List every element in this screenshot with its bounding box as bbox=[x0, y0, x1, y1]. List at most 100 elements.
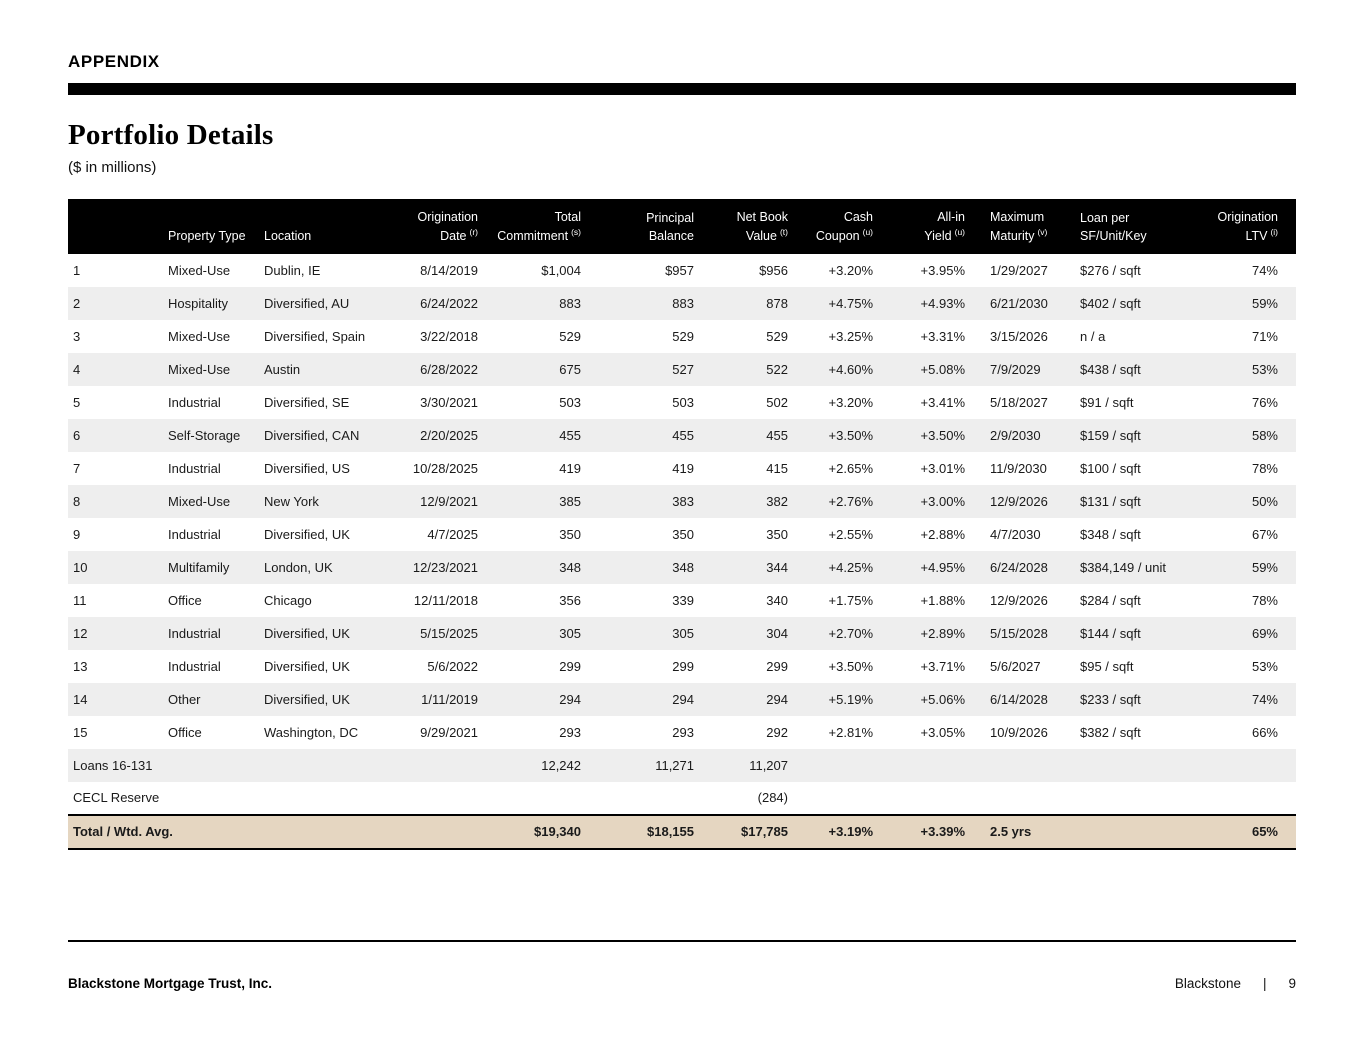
cell-num: 5 bbox=[73, 394, 81, 410]
cell-principal-balance: 11,271 bbox=[588, 749, 698, 783]
cell-total-commitment: 356 bbox=[559, 592, 581, 608]
cell-total-commitment: 503 bbox=[559, 394, 581, 410]
cell-origination-date: 6/24/2022 bbox=[389, 287, 484, 321]
cell-all-in-yield: +4.93% bbox=[878, 287, 968, 321]
cell-location: Diversified, AU bbox=[260, 287, 389, 321]
cell-origination-ltv: 76% bbox=[1251, 394, 1278, 410]
cell-origination-ltv: 78% bbox=[1251, 592, 1278, 608]
cell-property-type: Hospitality bbox=[163, 287, 260, 321]
cell-principal-balance: 305 bbox=[588, 617, 698, 651]
cell-num: 8 bbox=[68, 485, 163, 519]
cell-origination-ltv: 78% bbox=[1251, 460, 1278, 476]
cell-principal-balance bbox=[588, 782, 698, 815]
header-line1: Cash bbox=[843, 210, 873, 224]
cell-origination-date bbox=[389, 814, 484, 851]
header-location: Location bbox=[260, 199, 389, 255]
cell-net-book-value: 340 bbox=[766, 592, 788, 608]
cell-location bbox=[260, 749, 389, 783]
cell-location: Diversified, UK bbox=[264, 658, 350, 674]
footer-company: Blackstone Mortgage Trust, Inc. bbox=[68, 976, 273, 991]
header-line2: LTV bbox=[1245, 229, 1268, 244]
cell-maximum-maturity: 2.5 yrs bbox=[968, 814, 1072, 851]
header-line1: Maximum bbox=[990, 210, 1045, 224]
cell-total-commitment: 455 bbox=[484, 419, 588, 453]
cell-loan-per: $159 / sqft bbox=[1072, 419, 1186, 453]
cell-loan-per bbox=[1072, 749, 1186, 783]
cell-cash-coupon: +4.75% bbox=[792, 287, 878, 321]
cell-principal-balance: 299 bbox=[672, 658, 694, 674]
cell-origination-ltv: 50% bbox=[1186, 485, 1296, 519]
cell-all-in-yield bbox=[878, 749, 968, 783]
cell-origination-date: 12/11/2018 bbox=[413, 592, 478, 608]
cell-net-book-value: 344 bbox=[698, 551, 792, 585]
table-row: 4 Mixed-Use Austin 6/28/2022 675 527 522 +4.60%… bbox=[68, 353, 1296, 387]
header-footnote: (v) bbox=[1037, 227, 1048, 238]
cell-total-commitment: 529 bbox=[559, 328, 581, 344]
header-footnote: (r) bbox=[469, 227, 479, 238]
cell-property-type: Industrial bbox=[168, 394, 221, 410]
header-line2: Location bbox=[264, 229, 312, 244]
cell-cash-coupon: +2.65% bbox=[828, 460, 873, 476]
cell-num: 6 bbox=[68, 419, 163, 453]
cell-total-commitment: 299 bbox=[559, 658, 581, 674]
header-net-book-value: Net Book Value (t) bbox=[698, 199, 792, 255]
cell-origination-date: 12/23/2021 bbox=[389, 551, 484, 585]
header-line2: Maturity bbox=[990, 229, 1035, 244]
cell-cash-coupon: +3.20% bbox=[828, 394, 873, 410]
cell-location: Diversified, UK bbox=[264, 526, 350, 542]
cell-maximum-maturity: 2/9/2030 bbox=[968, 419, 1072, 453]
cell-location: Chicago bbox=[264, 592, 312, 608]
cell-cash-coupon: +3.50% bbox=[828, 658, 873, 674]
cell-cash-coupon: +2.76% bbox=[792, 485, 878, 519]
cell-property-type: Mixed-Use bbox=[163, 485, 260, 519]
cell-origination-date: 12/9/2021 bbox=[389, 485, 484, 519]
cell-total-commitment: 348 bbox=[484, 551, 588, 585]
cell-total-commitment: 293 bbox=[559, 724, 581, 740]
footer-brand: Blackstone bbox=[1174, 976, 1241, 991]
cell-all-in-yield: +2.89% bbox=[878, 617, 968, 651]
table-row: 14 Other Diversified, UK 1/11/2019 294 294 294… bbox=[68, 683, 1296, 717]
header-line2: Commitment bbox=[497, 229, 569, 244]
appendix-label: APPENDIX bbox=[68, 52, 160, 71]
cell-origination-date: 3/30/2021 bbox=[420, 394, 478, 410]
cell-loan-per: $144 / sqft bbox=[1072, 617, 1186, 651]
cell-origination-ltv: 71% bbox=[1251, 328, 1278, 344]
cell-location: Diversified, UK bbox=[260, 617, 389, 651]
table-row: 6 Self-Storage Diversified, CAN 2/20/2025 45… bbox=[68, 419, 1296, 453]
cell-maximum-maturity: 11/9/2030 bbox=[990, 460, 1047, 476]
header-total-commitment: Total Commitment (s) bbox=[484, 199, 588, 255]
cell-num: 2 bbox=[68, 287, 163, 321]
cell-property-type: Multifamily bbox=[163, 551, 260, 585]
header-line1: Origination bbox=[417, 210, 478, 224]
table-row: 5 Industrial Diversified, SE 3/30/2021 503 50… bbox=[68, 386, 1296, 419]
cell-property-type bbox=[163, 782, 260, 815]
cell-location: Washington, DC bbox=[264, 724, 359, 740]
header-line2: SF/Unit/Key bbox=[1080, 229, 1147, 244]
cell-all-in-yield: +3.50% bbox=[878, 419, 968, 453]
cell-loan-per bbox=[1072, 782, 1186, 815]
cell-cash-coupon: +1.75% bbox=[828, 592, 873, 608]
cell-origination-ltv: 66% bbox=[1251, 724, 1278, 740]
cell-loan-per: n / a bbox=[1080, 328, 1106, 344]
header-line1: All-in bbox=[937, 210, 965, 224]
cell-loan-per: $382 / sqft bbox=[1080, 724, 1141, 740]
header-line1: Principal bbox=[646, 211, 694, 225]
cell-location: Austin bbox=[260, 353, 389, 387]
cell-total-commitment: 305 bbox=[484, 617, 588, 651]
cell-total-commitment: 350 bbox=[559, 526, 581, 542]
table-row: 3 Mixed-Use Diversified, Spain 3/22/2018 529… bbox=[68, 320, 1296, 353]
cell-net-book-value: 350 bbox=[766, 526, 788, 542]
header-all-in-yield: All-in Yield (u) bbox=[878, 199, 968, 255]
portfolio-table: Property Type Location Origination Date (r) T… bbox=[68, 199, 1296, 851]
cell-principal-balance: 527 bbox=[588, 353, 698, 387]
cell-loan-per: $284 / sqft bbox=[1080, 592, 1141, 608]
cell-all-in-yield bbox=[878, 782, 968, 815]
cell-total-commitment: 294 bbox=[484, 683, 588, 717]
cell-maximum-maturity bbox=[968, 782, 1072, 815]
cell-total-commitment: 385 bbox=[484, 485, 588, 519]
cell-net-book-value: 299 bbox=[766, 658, 788, 674]
cell-loan-per: $348 / sqft bbox=[1080, 526, 1141, 542]
cell-origination-date: 5/15/2025 bbox=[389, 617, 484, 651]
header-footnote: (s) bbox=[571, 227, 581, 238]
cell-origination-date: 9/29/2021 bbox=[420, 724, 478, 740]
